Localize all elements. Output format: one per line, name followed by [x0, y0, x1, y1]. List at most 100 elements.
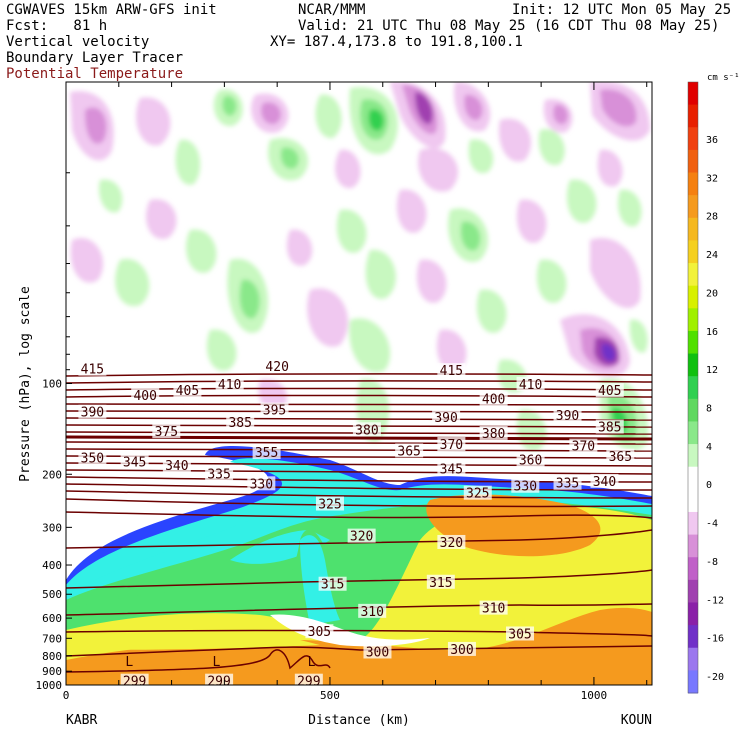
theta-label-bg [437, 461, 466, 476]
colorbar-swatch [688, 376, 698, 400]
theta-label-bg [131, 387, 160, 402]
theta-label: 385 [228, 416, 251, 431]
valid-time: Valid: 21 UTC Thu 08 May 25 (16 CDT Thu … [298, 18, 720, 34]
colorbar-tick-label: 28 [706, 212, 718, 223]
field-label-tracer: Boundary Layer Tracer [6, 50, 184, 66]
theta-label: 350 [81, 451, 104, 466]
colorbar-swatch [688, 489, 698, 513]
theta-label-bg [120, 454, 149, 469]
colorbar-tick-label: -8 [706, 557, 718, 568]
x-axis-label: Distance (km) [308, 713, 410, 728]
theta-label: 405 [176, 384, 199, 399]
boundary-layer-tracer-field [66, 445, 652, 685]
theta-label-bg [569, 438, 598, 453]
theta-label-bg [247, 476, 276, 491]
theta-label: 395 [263, 404, 286, 419]
y-tick-label: 700 [42, 632, 62, 645]
y-axis-label: Pressure (hPa), log scale [18, 286, 33, 482]
theta-label-bg [352, 422, 381, 437]
theta-label-bg [479, 391, 508, 406]
theta-label-bg [437, 363, 466, 378]
plot-area: 415 420 415 410 405 400 410 405 400 395 390 390 390 3… [66, 82, 652, 690]
colorbar-swatch [688, 625, 698, 649]
theta-label: 305 [508, 628, 531, 643]
theta-label-bg [152, 424, 181, 439]
theta-label-bg [516, 376, 545, 391]
colorbar-frame [687, 81, 699, 694]
theta-label-bg [205, 466, 234, 481]
theta-label-bg [553, 475, 582, 490]
theta-label-bg [263, 358, 292, 373]
x-tick-label: 1000 [581, 689, 608, 702]
theta-label-bg [590, 473, 619, 488]
theta-labels: 415 420 415 410 405 400 410 405 400 395 390 390 390 3… [78, 358, 635, 690]
theta-label-bg [305, 624, 334, 639]
theta-label-bg [595, 383, 624, 398]
theta-label: 415 [440, 364, 463, 379]
low-marker: L [125, 655, 133, 670]
theta-label: 380 [482, 427, 505, 442]
colorbar-swatch [688, 466, 698, 490]
theta-label: 400 [482, 393, 505, 408]
colorbar-tick-label: 0 [706, 480, 712, 491]
colorbar-swatch [688, 308, 698, 332]
colorbar-swatch [688, 534, 698, 558]
theta-label: 370 [572, 440, 595, 455]
colorbar-tick-label: 32 [706, 173, 718, 184]
theta-label: 360 [519, 453, 542, 468]
theta-label: 345 [440, 463, 463, 478]
colorbar-tick-label: 24 [706, 250, 718, 261]
theta-label-bg [294, 673, 323, 685]
x-tick-label: 500 [320, 689, 340, 702]
theta-label-bg [315, 496, 344, 511]
colorbar-tick-label: 8 [706, 404, 712, 415]
colorbar-swatch [688, 444, 698, 468]
theta-label-bg [506, 626, 535, 641]
theta-label-bg [511, 478, 540, 493]
colorbar-tick-label: 12 [706, 365, 718, 376]
theta-label: 330 [250, 477, 273, 492]
theta-label: 335 [207, 467, 230, 482]
theta-label: 390 [434, 411, 457, 426]
colorbar-tick-label: 36 [706, 135, 718, 146]
theta-label: 330 [514, 480, 537, 495]
theta-label: 390 [556, 409, 579, 424]
theta-label: 300 [450, 643, 473, 658]
colorbar-swatch [688, 647, 698, 671]
colorbar-swatch [688, 398, 698, 422]
theta-label-bg [447, 641, 476, 656]
y-tick-label: 200 [42, 468, 62, 481]
y-tick-label: 300 [42, 521, 62, 534]
theta-label-bg [432, 409, 461, 424]
y-tick-label: 100 [42, 378, 62, 391]
colorbar-swatch [688, 579, 698, 603]
theta-label: 340 [165, 459, 188, 474]
colorbar-swatch [688, 557, 698, 581]
theta-label-bg [426, 574, 455, 589]
colorbar-tick-label: -12 [706, 595, 724, 606]
theta-label-bg [173, 383, 202, 398]
theta-label: 385 [598, 421, 621, 436]
colorbar-swatch [688, 602, 698, 626]
theta-label: 365 [609, 450, 632, 465]
theta-label-bg [318, 576, 347, 591]
colorbar-swatch [688, 670, 698, 694]
colorbar-swatch [688, 172, 698, 196]
vertical-velocity-field [70, 82, 650, 451]
theta-label: 365 [397, 444, 420, 459]
theta-label: 299 [297, 675, 320, 690]
theta-label: 400 [133, 389, 156, 404]
theta-label-bg [363, 644, 392, 659]
theta-label-bg [260, 402, 289, 417]
institution: NCAR/MMM [298, 2, 366, 18]
forecast-hour: Fcst: 81 h [6, 18, 108, 34]
theta-label-bg [463, 485, 492, 500]
theta-label: 299 [207, 675, 230, 690]
theta-label: 325 [466, 487, 489, 502]
theta-label-bg [606, 448, 635, 463]
y-tick-label: 800 [42, 650, 62, 663]
theta-label: 299 [123, 675, 146, 690]
theta-label-bg [437, 534, 466, 549]
